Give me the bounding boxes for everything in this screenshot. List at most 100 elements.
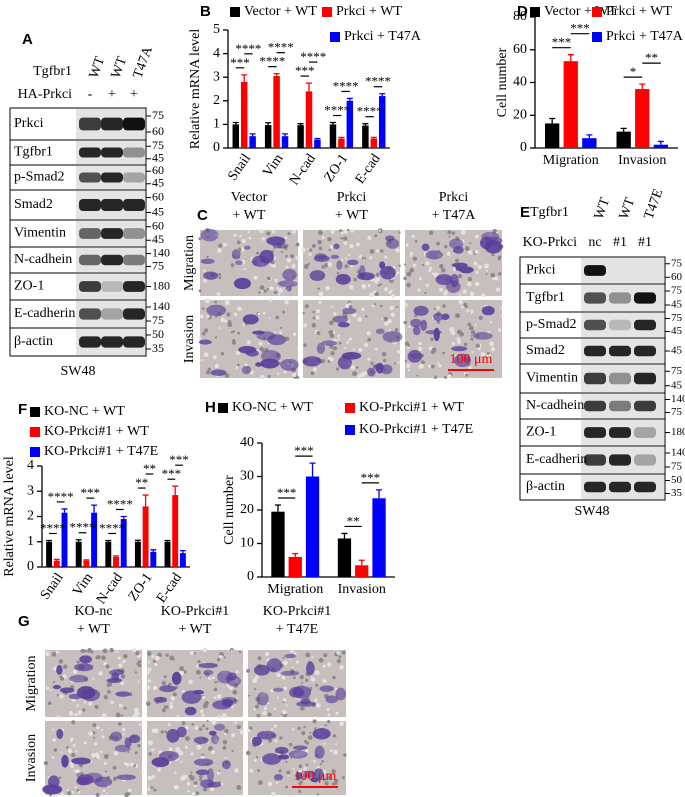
pore <box>318 658 324 663</box>
x-tick-label: Snail <box>38 570 67 602</box>
pore <box>206 315 210 319</box>
cell <box>257 730 276 740</box>
cell <box>213 723 226 731</box>
pore <box>231 733 235 737</box>
pore <box>117 721 122 726</box>
bar <box>53 560 60 567</box>
pore <box>404 359 408 363</box>
marker-label: 35 <box>152 341 164 355</box>
pore <box>92 723 97 728</box>
pore <box>500 307 503 310</box>
pore <box>273 331 276 334</box>
pore <box>305 652 311 658</box>
cell <box>262 753 282 765</box>
pore <box>370 361 374 365</box>
error-bar <box>549 117 556 124</box>
pore <box>443 375 447 379</box>
error-bar <box>358 559 365 566</box>
pore <box>327 359 331 363</box>
pore <box>335 367 340 371</box>
pore <box>323 653 328 658</box>
x-tick-label: Migration <box>267 582 323 597</box>
cell <box>241 365 252 375</box>
y-axis-label: Cell number <box>495 47 510 117</box>
row-label: Migration <box>182 235 197 291</box>
pore <box>147 787 151 791</box>
pore <box>282 656 285 659</box>
pore <box>276 696 279 699</box>
pore <box>99 750 103 754</box>
y-tick-label: 1 <box>213 117 220 132</box>
marker-label: 75 <box>671 365 683 377</box>
band <box>79 308 101 320</box>
pore <box>201 331 206 336</box>
pore <box>285 254 288 258</box>
pore <box>185 726 189 730</box>
pore <box>205 370 211 375</box>
pore <box>332 346 338 351</box>
pore <box>261 237 265 241</box>
pore <box>243 267 247 271</box>
pore <box>77 710 82 715</box>
pore <box>120 714 124 717</box>
pore <box>255 704 259 709</box>
marker-label: 180 <box>671 426 685 438</box>
pore <box>314 698 318 702</box>
band <box>79 147 101 158</box>
cell <box>337 322 350 328</box>
pore <box>436 306 440 310</box>
pore <box>273 724 278 728</box>
pore <box>200 358 203 362</box>
cell <box>181 690 202 704</box>
pore <box>275 315 280 320</box>
pore <box>447 374 452 379</box>
cell <box>310 777 319 783</box>
legend-swatch <box>230 7 240 17</box>
pore <box>303 767 307 771</box>
pore <box>369 249 375 254</box>
error-bar <box>314 137 321 140</box>
cell <box>313 768 324 781</box>
cell <box>207 768 214 782</box>
pore <box>291 229 297 234</box>
significance-label: *** <box>169 452 189 467</box>
significance-label: **** <box>235 41 261 56</box>
x-tick-label: Invasion <box>618 153 666 168</box>
pore <box>318 246 323 251</box>
pore <box>279 326 283 329</box>
pore <box>481 293 486 298</box>
pore <box>285 760 288 764</box>
significance-label: **** <box>333 78 359 93</box>
pore <box>459 293 462 296</box>
pore <box>181 721 186 725</box>
pore <box>418 346 423 351</box>
cell <box>481 231 500 241</box>
pore <box>53 748 58 752</box>
pore <box>375 277 380 282</box>
bar <box>113 556 119 567</box>
pore <box>349 244 354 249</box>
error-bar <box>370 136 377 139</box>
pore <box>59 676 65 681</box>
cell <box>292 745 308 751</box>
pore <box>132 647 137 653</box>
pore <box>336 651 340 655</box>
significance-label: ** <box>135 475 148 490</box>
pore <box>218 326 221 330</box>
pore <box>286 257 292 263</box>
pore <box>432 272 435 275</box>
marker-label: 75 <box>152 258 164 272</box>
panel-label: G <box>18 613 30 630</box>
pore <box>242 323 246 326</box>
x-tick-label: ZO-1 <box>322 152 352 185</box>
lane-header-name: Tgfbr1 <box>530 205 569 220</box>
cell <box>336 260 343 270</box>
pore <box>209 786 215 792</box>
pore <box>321 236 325 240</box>
cell <box>347 259 359 266</box>
pore <box>465 373 469 377</box>
band <box>123 308 145 320</box>
band <box>609 481 631 493</box>
pore <box>220 317 226 323</box>
